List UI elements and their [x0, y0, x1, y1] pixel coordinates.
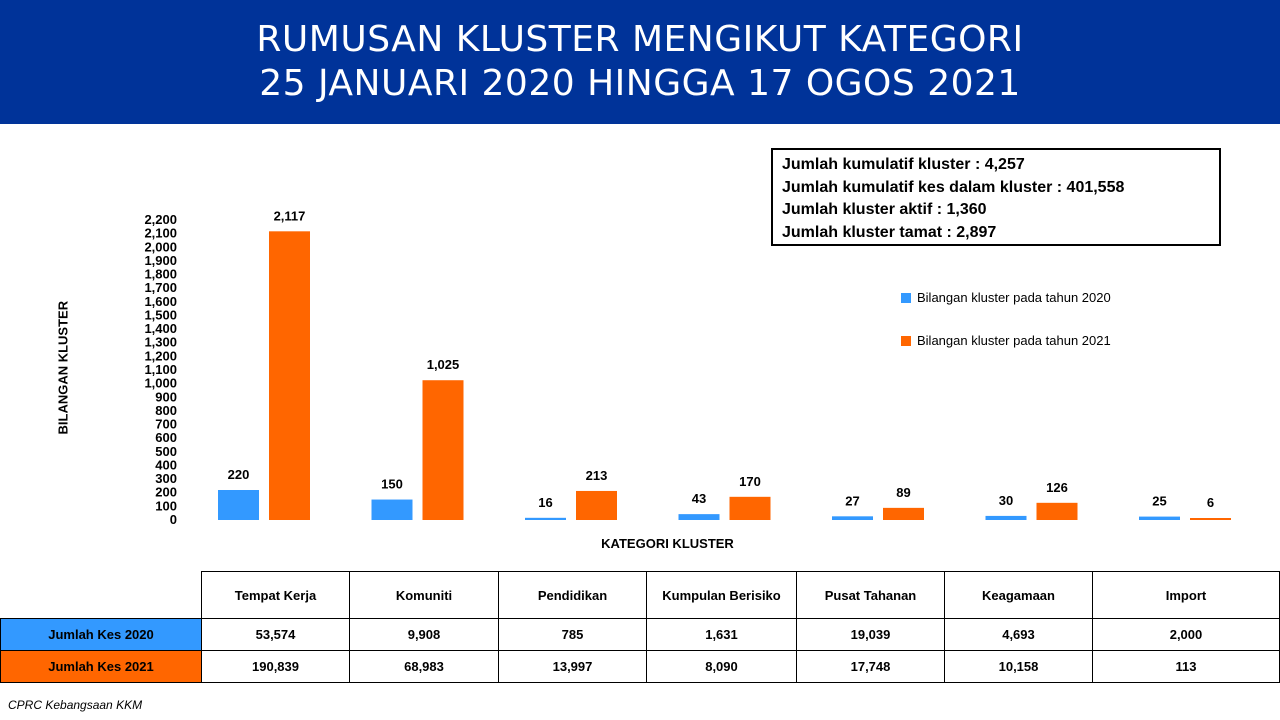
table-cell: 8,090	[646, 650, 797, 683]
y-tick-label: 100	[155, 498, 177, 513]
table-header-cell: Import	[1092, 571, 1280, 619]
y-tick-label: 900	[155, 389, 177, 404]
bar-2020	[371, 499, 413, 520]
table-header-cell: Pusat Tahanan	[796, 571, 945, 619]
row-label-2020: Jumlah Kes 2020	[0, 618, 202, 651]
table-row: Jumlah Kes 2021 190,839 68,983 13,997 8,…	[0, 650, 1280, 683]
y-tick-label: 1,100	[144, 362, 177, 377]
row-label-2021: Jumlah Kes 2021	[0, 650, 202, 683]
bar-2021	[1036, 502, 1078, 520]
bar-value-label: 30	[999, 493, 1013, 508]
legend-item-2021: Bilangan kluster pada tahun 2021	[901, 333, 1111, 348]
table-cell: 190,839	[201, 650, 350, 683]
y-tick-label: 2,200	[144, 212, 177, 227]
legend-swatch-2021	[901, 335, 911, 346]
cases-table: Tempat Kerja Komuniti Pendidikan Kumpula…	[0, 571, 1280, 683]
y-tick-label: 0	[170, 512, 177, 527]
legend-label-2021: Bilangan kluster pada tahun 2021	[917, 333, 1111, 348]
bar-2020	[832, 516, 873, 520]
page-subtitle: 25 JANUARI 2020 HINGGA 17 OGOS 2021	[259, 63, 1021, 104]
bar-value-label: 6	[1207, 495, 1214, 510]
y-tick-label: 1,200	[144, 348, 177, 363]
y-axis-label: BILANGAN KLUSTER	[55, 300, 71, 435]
table-cell: 53,574	[201, 618, 350, 651]
y-tick-label: 1,300	[144, 335, 177, 350]
table-header-cell: Komuniti	[349, 571, 499, 619]
bar-value-label: 213	[586, 468, 608, 483]
page-title: RUMUSAN KLUSTER MENGIKUT KATEGORI	[256, 19, 1024, 60]
y-tick-label: 1,800	[144, 267, 177, 282]
bar-2020	[525, 517, 566, 520]
x-axis-label: KATEGORI KLUSTER	[601, 536, 734, 551]
bar-value-label: 16	[538, 495, 552, 510]
bar-value-label: 43	[692, 491, 706, 506]
table-cell: 785	[498, 618, 647, 651]
y-tick-label: 400	[155, 457, 177, 472]
bar-value-label: 27	[845, 493, 859, 508]
summary-active-clusters: Jumlah kluster aktif : 1,360	[782, 201, 987, 218]
y-tick-label: 300	[155, 471, 177, 486]
y-tick-label: 2,100	[144, 226, 177, 241]
bar-value-label: 150	[381, 477, 403, 492]
y-tick-label: 1,900	[144, 253, 177, 268]
bar-2021	[576, 490, 617, 520]
summary-box: Jumlah kumulatif kluster : 4,257 Jumlah …	[771, 148, 1221, 246]
table-cell: 1,631	[646, 618, 797, 651]
y-tick-label: 2,000	[144, 239, 177, 254]
bar-value-label: 1,025	[427, 357, 460, 372]
bar-chart: 01002003004005006007008009001,0001,1001,…	[144, 208, 1231, 527]
bar-2020	[218, 490, 259, 520]
y-tick-label: 800	[155, 403, 177, 418]
y-tick-label: 1,700	[144, 280, 177, 295]
bar-2021	[729, 496, 771, 520]
table-cell: 68,983	[349, 650, 499, 683]
bar-2020	[1139, 516, 1180, 520]
table-cell: 19,039	[796, 618, 945, 651]
bar-2021	[1190, 518, 1231, 520]
table-header-cell: Tempat Kerja	[201, 571, 350, 619]
bar-value-label: 2,117	[274, 208, 306, 223]
legend-swatch-2020	[901, 292, 911, 303]
table-header-row: Tempat Kerja Komuniti Pendidikan Kumpula…	[0, 571, 1280, 619]
bar-value-label: 25	[1152, 494, 1166, 509]
bar-2021	[422, 380, 464, 520]
y-tick-label: 1,400	[144, 321, 177, 336]
y-tick-label: 200	[155, 485, 177, 500]
bar-value-label: 126	[1046, 480, 1068, 495]
table-cell: 2,000	[1092, 618, 1280, 651]
y-tick-label: 600	[155, 430, 177, 445]
table-cell: 13,997	[498, 650, 647, 683]
source-footer: CPRC Kebangsaan KKM	[8, 698, 143, 712]
title-banner: RUMUSAN KLUSTER MENGIKUT KATEGORI 25 JAN…	[0, 0, 1280, 124]
y-tick-label: 500	[155, 444, 177, 459]
table-cell: 17,748	[796, 650, 945, 683]
legend-item-2020: Bilangan kluster pada tahun 2020	[901, 290, 1111, 305]
table-cell: 10,158	[944, 650, 1093, 683]
table-header-cell: Keagamaan	[944, 571, 1093, 619]
y-tick-label: 1,500	[144, 307, 177, 322]
table-row: Jumlah Kes 2020 53,574 9,908 785 1,631 1…	[0, 618, 1280, 651]
bar-2020	[678, 514, 720, 520]
bar-value-label: 220	[228, 467, 250, 482]
legend-label-2020: Bilangan kluster pada tahun 2020	[917, 290, 1111, 305]
table-cell: 9,908	[349, 618, 499, 651]
table-corner	[0, 571, 202, 619]
bar-value-label: 89	[896, 485, 910, 500]
summary-ended-clusters: Jumlah kluster tamat : 2,897	[782, 223, 997, 241]
bar-value-label: 170	[739, 474, 761, 489]
table-cell: 113	[1092, 650, 1280, 683]
bar-2021	[883, 507, 924, 520]
summary-cumulative-clusters: Jumlah kumulatif kluster : 4,257	[782, 156, 1025, 173]
y-tick-label: 1,600	[144, 294, 177, 309]
table-cell: 4,693	[944, 618, 1093, 651]
y-tick-label: 1,000	[144, 376, 177, 391]
summary-cumulative-cases: Jumlah kumulatif kes dalam kluster : 401…	[782, 178, 1125, 196]
table-header-cell: Kumpulan Berisiko	[646, 571, 797, 619]
y-tick-label: 700	[155, 417, 177, 432]
bar-2021	[269, 231, 310, 520]
bar-2020	[985, 515, 1027, 520]
table-header-cell: Pendidikan	[498, 571, 647, 619]
